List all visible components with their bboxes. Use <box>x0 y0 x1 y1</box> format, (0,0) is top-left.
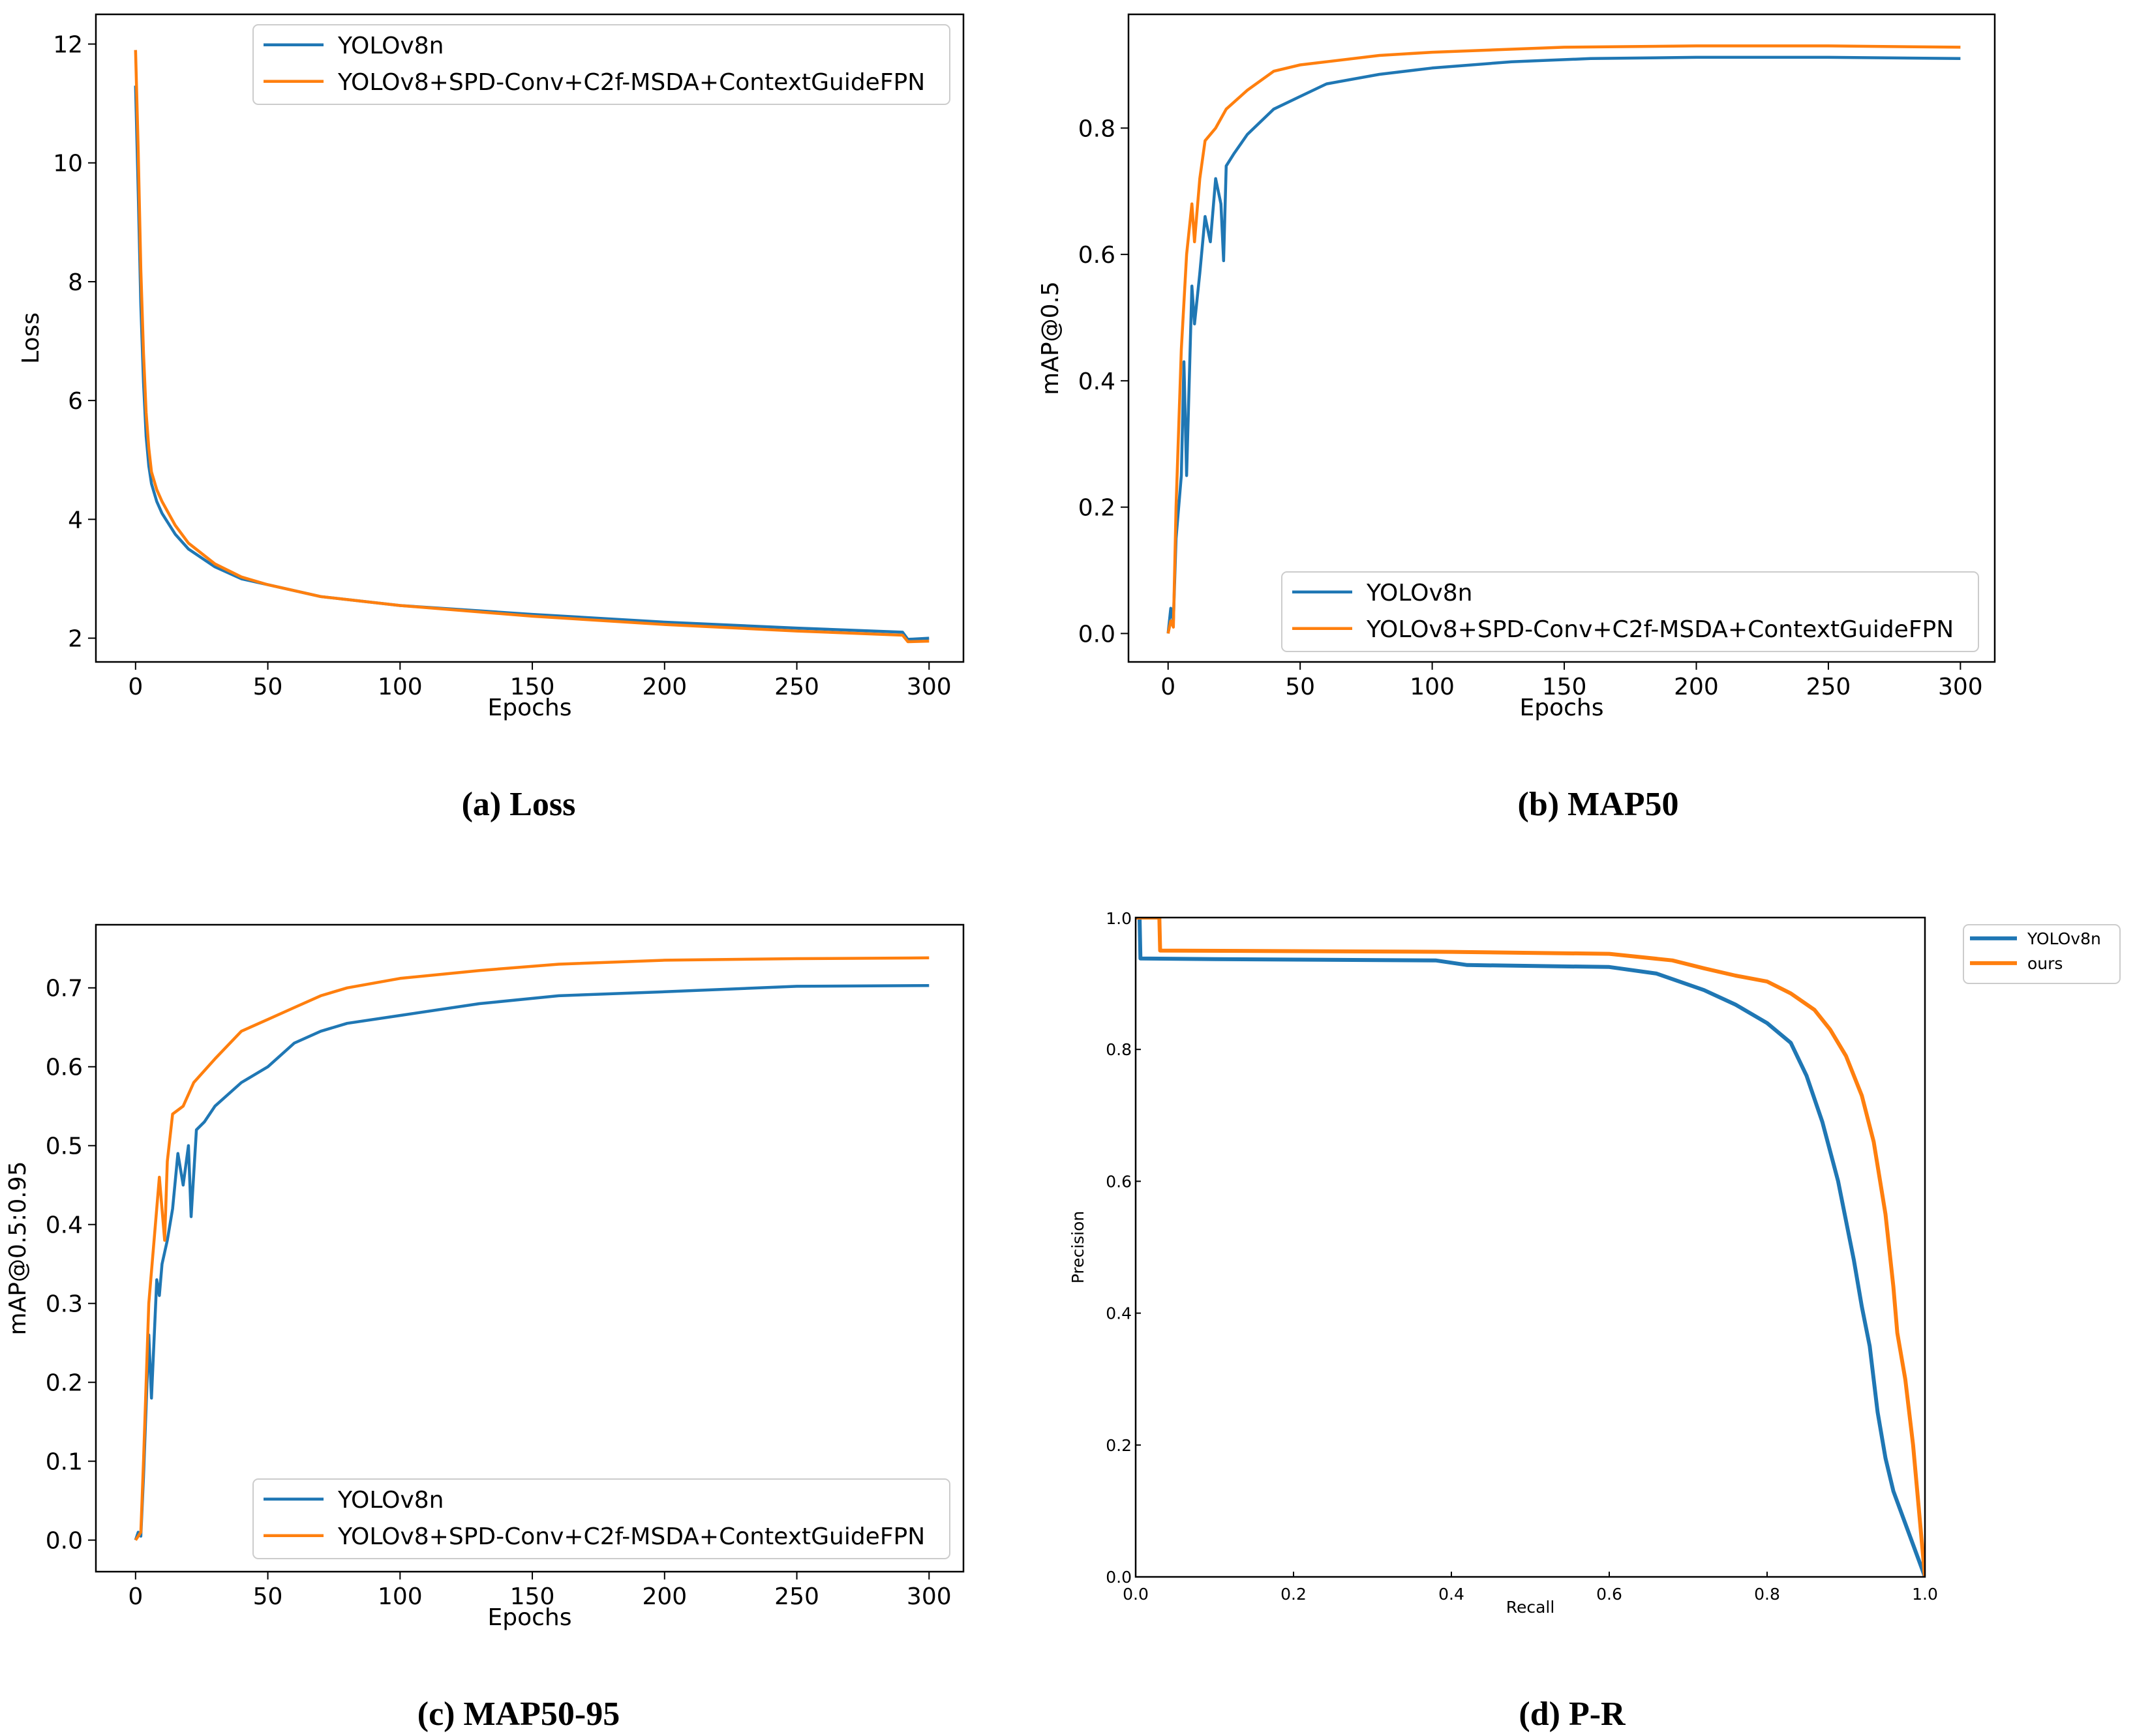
loss-axes-frame <box>95 13 965 663</box>
map50-caption: (b) MAP50 <box>1518 786 1679 823</box>
map5095-ytick-label: 0.2 <box>46 1370 83 1397</box>
loss-caption: (a) Loss <box>462 786 576 823</box>
map50-xtick-label: 250 <box>1806 674 1851 700</box>
map50-axes-frame <box>1127 13 1996 663</box>
loss-xtick-label: 150 <box>510 674 555 700</box>
loss-ytick-label: 6 <box>68 388 83 415</box>
map5095-ytick-label: 0.7 <box>46 976 83 1002</box>
pr-xtick-label: 0.0 <box>1123 1585 1149 1604</box>
map50-ytick-label: 0.8 <box>1078 115 1115 142</box>
map50-ytick-label: 0.4 <box>1078 368 1115 395</box>
loss-legend-label: YOLOv8n <box>337 33 444 59</box>
map50-xtick-label: 100 <box>1410 674 1455 700</box>
map50-legend-label: YOLOv8+SPD-Conv+C2f-MSDA+ContextGuideFPN <box>1366 616 1954 643</box>
map50-xtick-label: 0 <box>1160 674 1175 700</box>
map5095-xtick-label: 0 <box>128 1583 143 1610</box>
pr-legend-label: ours <box>2027 954 2063 973</box>
pr-xtick-label: 1.0 <box>1912 1585 1938 1604</box>
loss-legend-label: YOLOv8+SPD-Conv+C2f-MSDA+ContextGuideFPN <box>337 69 925 96</box>
map50-legend-box <box>1281 571 1979 652</box>
pr-series-baseline-line <box>1136 918 1925 1577</box>
loss-ytick-label: 8 <box>68 269 83 296</box>
map50-xtick-label: 200 <box>1674 674 1719 700</box>
pr-axes-frame <box>1134 916 1926 1578</box>
loss-ytick-label: 2 <box>68 626 83 653</box>
loss-xtick-label: 0 <box>128 674 143 700</box>
loss-ytick-label: 12 <box>53 32 83 59</box>
pr-series-ours-line <box>1136 918 1925 1577</box>
map50-xtick-label: 50 <box>1285 674 1315 700</box>
loss-series-baseline-line <box>134 85 930 641</box>
loss-xtick-label: 200 <box>642 674 687 700</box>
map50-ytick-label: 0.0 <box>1078 621 1115 648</box>
loss-xtick-label: 250 <box>774 674 819 700</box>
map5095-xtick-label: 150 <box>510 1583 555 1610</box>
pr-legend-label: YOLOv8n <box>2027 929 2101 948</box>
map5095-xtick-label: 50 <box>253 1583 283 1610</box>
loss-xlabel: Epochs <box>488 695 572 721</box>
map5095-series-ours-line <box>134 956 930 1541</box>
loss-xtick-label: 50 <box>253 674 283 700</box>
map5095-ylabel: mAP@0.5:0.95 <box>5 1161 31 1336</box>
map5095-legend-label: YOLOv8+SPD-Conv+C2f-MSDA+ContextGuideFPN <box>337 1523 925 1550</box>
loss-ytick-label: 10 <box>53 151 83 177</box>
map50-ytick-label: 0.2 <box>1078 495 1115 522</box>
pr-ytick-label: 0.0 <box>1106 1568 1132 1587</box>
map5095-ytick-label: 0.6 <box>46 1055 83 1081</box>
map5095-xtick-label: 250 <box>774 1583 819 1610</box>
map5095-ytick-label: 0.4 <box>46 1212 83 1239</box>
pr-ylabel: Precision <box>1068 1211 1087 1284</box>
map50-xtick-label: 300 <box>1938 674 1983 700</box>
pr-xtick-label: 0.4 <box>1438 1585 1464 1604</box>
loss-series-ours-line <box>134 50 930 644</box>
loss-ylabel: Loss <box>18 312 44 364</box>
map50-ylabel: mAP@0.5 <box>1037 281 1064 395</box>
map50-series-baseline-line <box>1166 55 1961 634</box>
map5095-xtick-label: 100 <box>378 1583 423 1610</box>
pr-xlabel: Recall <box>1506 1598 1555 1617</box>
loss-legend-box <box>252 24 950 105</box>
loss-xtick-label: 100 <box>378 674 423 700</box>
pr-xtick-label: 0.2 <box>1280 1585 1307 1604</box>
map5095-legend-label: YOLOv8n <box>337 1487 444 1514</box>
map5095-ytick-label: 0.5 <box>46 1133 83 1160</box>
map5095-ytick-label: 0.3 <box>46 1291 83 1318</box>
map5095-ytick-label: 0.0 <box>46 1528 83 1555</box>
pr-xtick-label: 0.8 <box>1754 1585 1780 1604</box>
map50-xtick-label: 150 <box>1542 674 1587 700</box>
map5095-xtick-label: 200 <box>642 1583 687 1610</box>
pr-ytick-label: 0.2 <box>1106 1436 1132 1455</box>
pr-ytick-label: 1.0 <box>1106 909 1132 928</box>
map5095-series-baseline-line <box>134 983 930 1541</box>
pr-ytick-label: 0.8 <box>1106 1040 1132 1059</box>
pr-ytick-label: 0.6 <box>1106 1172 1132 1191</box>
pr-ytick-label: 0.4 <box>1106 1304 1132 1323</box>
map50-xlabel: Epochs <box>1520 695 1604 721</box>
map5095-ytick-label: 0.1 <box>46 1449 83 1476</box>
map5095-xtick-label: 300 <box>907 1583 952 1610</box>
map50-ytick-label: 0.6 <box>1078 242 1115 269</box>
map5095-legend-box <box>252 1478 950 1559</box>
map50-legend-label: YOLOv8n <box>1366 580 1473 606</box>
map5095-axes-frame <box>95 923 965 1573</box>
pr-xtick-label: 0.6 <box>1596 1585 1622 1604</box>
map5095-caption: (c) MAP50-95 <box>417 1696 620 1733</box>
loss-xtick-label: 300 <box>907 674 952 700</box>
loss-ytick-label: 4 <box>68 507 83 533</box>
map50-series-ours-line <box>1166 44 1961 634</box>
pr-caption: (d) P-R <box>1519 1696 1626 1733</box>
map5095-xlabel: Epochs <box>488 1604 572 1631</box>
